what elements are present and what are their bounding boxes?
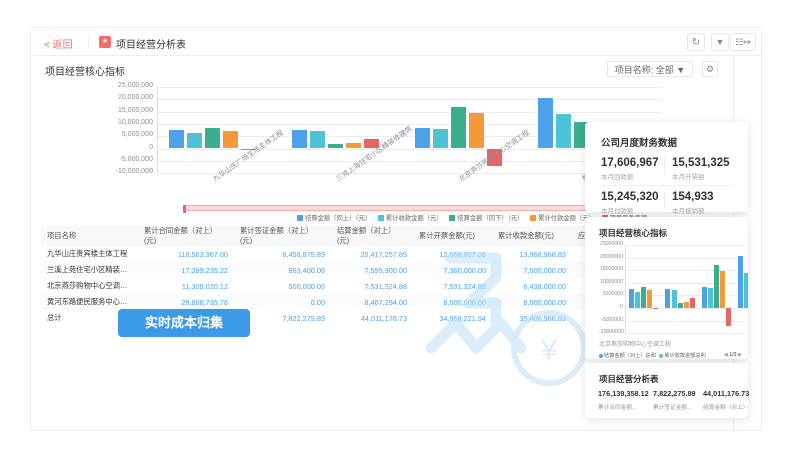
svg-text:¥: ¥ [540,334,558,367]
